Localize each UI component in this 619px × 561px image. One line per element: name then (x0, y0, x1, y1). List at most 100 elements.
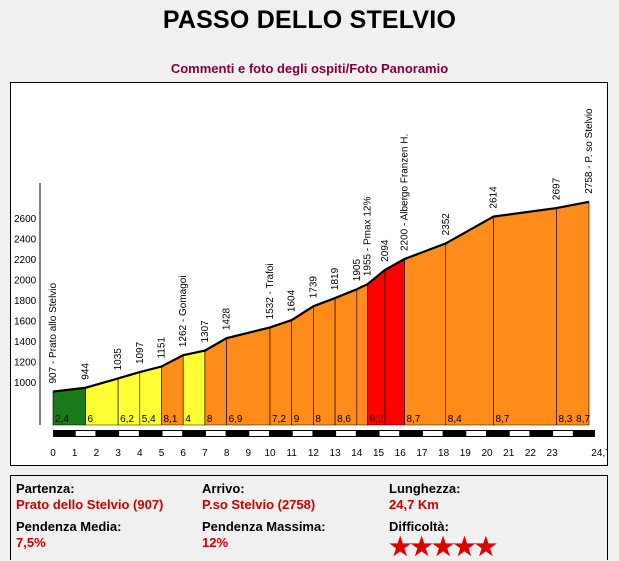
x-tick-15: 15 (373, 448, 385, 459)
elevation-label-11: 1819 (330, 267, 341, 290)
x-tick-9: 9 (246, 448, 252, 459)
elevation-label-13: 1955 - Pmax 12% (363, 197, 374, 277)
distance-bar-white-7 (205, 431, 226, 436)
x-tick-11: 11 (287, 448, 298, 459)
max-grade-label: Pendenza Massima: (202, 519, 326, 534)
x-tick-21: 21 (503, 448, 515, 459)
finish-info: Arrivo: P.so Stelvio (2758) (202, 481, 315, 512)
distance-bar-white-3 (119, 431, 139, 436)
distance-bar-white-5 (162, 431, 183, 436)
start-label: Partenza: (16, 481, 75, 496)
x-tick-0: 0 (50, 448, 56, 459)
length-value: 24,7 Km (389, 497, 439, 512)
x-tick-7: 7 (202, 448, 208, 459)
x-tick-8: 8 (224, 448, 230, 459)
elevation-label-14: 2094 (380, 239, 391, 262)
distance-bar-white-19 (466, 431, 487, 436)
x-tick-14: 14 (351, 448, 363, 459)
distance-bar-white-21 (509, 431, 530, 436)
x-tick-6: 6 (180, 448, 186, 459)
y-tick-2600: 2600 (14, 214, 37, 225)
difficulty-star-icons: ★★★★★ (389, 533, 497, 561)
finish-value: P.so Stelvio (2758) (202, 497, 316, 512)
elevation-label-9: 1604 (287, 289, 298, 312)
distance-bar-white-23 (553, 431, 573, 436)
difficulty-info: Difficoltà: ★★★★★ (389, 519, 497, 561)
elevation-label-19: 2758 - P. so Stelvio (584, 108, 595, 194)
avg-grade-label: Pendenza Media: (16, 519, 122, 534)
elevation-label-2: 1035 (113, 348, 124, 371)
distance-bar-white-15 (379, 431, 400, 436)
grade-segment-18 (556, 201, 590, 426)
elevation-label-6: 1307 (200, 320, 211, 343)
y-tick-1200: 1200 (14, 358, 37, 369)
grade-label-18: 8,3 (558, 414, 572, 425)
x-tick-4: 4 (137, 448, 143, 459)
x-tick-2: 2 (94, 448, 100, 459)
grade-label-2: 6,2 (120, 414, 134, 425)
start-value: Prato dello Stelvio (907) (16, 497, 164, 512)
grade-segment-8 (269, 319, 293, 426)
elevation-profile-svg: 2,4 6 6,2 5,4 8,1 4 8 6,9 7,2 9 8 8,6 9,2 8,7 8,4 8,7 8,… (14, 108, 607, 459)
grade-segment-10 (313, 297, 336, 426)
elevation-profile-chart: 2,4 6 6,2 5,4 8,1 4 8 6,9 7,2 9 8 8,6 9,2 8,7 8,4 8,7 8,… (10, 82, 608, 466)
grade-segment-9 (291, 305, 314, 426)
guest-comments-link[interactable]: Commenti e foto degli ospiti/Foto Panora… (170, 61, 449, 76)
climb-info-panel: Partenza: Prato dello Stelvio (907) Arri… (10, 475, 608, 560)
x-tick-12: 12 (308, 448, 320, 459)
grade-label-5: 4 (185, 414, 191, 425)
profile-line (52, 200, 590, 393)
grade-segment-14 (384, 258, 405, 426)
avg-grade-value: 7,5% (16, 535, 46, 550)
grade-segment-13 (367, 269, 386, 426)
x-tick-5: 5 (159, 448, 165, 459)
grade-label-10: 8 (315, 414, 321, 425)
x-tick-23: 23 (547, 448, 559, 459)
grade-label-3: 5,4 (142, 414, 156, 425)
elevation-label-1: 944 (81, 363, 92, 380)
difficulty-label: Difficoltà: (389, 519, 449, 534)
grade-label-0: 2,4 (55, 414, 69, 425)
y-tick-1000: 1000 (14, 378, 37, 389)
distance-bar-white-13 (336, 431, 356, 436)
elevation-label-8: 1532 - Trafoi (265, 263, 276, 319)
grade-label-6: 8 (207, 414, 213, 425)
elevation-label-5: 1262 - Gomagoi (178, 275, 189, 347)
distance-bar (53, 430, 595, 437)
x-tick-22: 22 (525, 448, 537, 459)
elevation-label-10: 1739 (308, 276, 319, 299)
x-tick-17: 17 (416, 448, 428, 459)
max-grade-value: 12% (202, 535, 229, 550)
x-tick-24: 24,7 (591, 448, 607, 459)
grade-label-1: 6 (88, 414, 94, 425)
grade-label-8: 7,2 (272, 414, 286, 425)
avg-grade-info: Pendenza Media: 7,5% (16, 519, 121, 550)
length-info: Lunghezza: 24,7 Km (389, 481, 461, 512)
grade-segment-17 (493, 207, 557, 426)
elevation-label-15: 2200 - Albergo Franzen H. (400, 134, 411, 251)
y-tick-2200: 2200 (14, 255, 37, 266)
x-tick-18: 18 (438, 448, 450, 459)
elevation-label-12: 1905 (352, 259, 363, 282)
x-tick-16: 16 (395, 448, 407, 459)
elevation-label-3: 1097 (135, 341, 146, 364)
grade-segment-15 (404, 242, 447, 426)
grade-label-16: 8,4 (448, 414, 462, 425)
elevation-label-18: 2697 (551, 177, 562, 200)
start-info: Partenza: Prato dello Stelvio (907) (16, 481, 163, 512)
grade-segment-7 (226, 327, 271, 426)
distance-bar-white-17 (422, 431, 443, 436)
y-tick-1800: 1800 (14, 296, 37, 307)
grade-label-11: 8,6 (337, 414, 351, 425)
page-title: PASSO DELLO STELVIO (162, 6, 457, 34)
grade-label-13: 9,2 (370, 414, 384, 425)
grade-label-7: 6,9 (229, 414, 243, 425)
grade-label-9: 9 (294, 414, 300, 425)
distance-bar-white-9 (249, 431, 270, 436)
x-tick-1: 1 (72, 448, 78, 459)
y-tick-2000: 2000 (14, 276, 37, 287)
elevation-label-17: 2614 (489, 186, 500, 209)
x-tick-20: 20 (481, 448, 493, 459)
grade-segment-12 (356, 283, 368, 426)
x-tick-13: 13 (330, 448, 342, 459)
